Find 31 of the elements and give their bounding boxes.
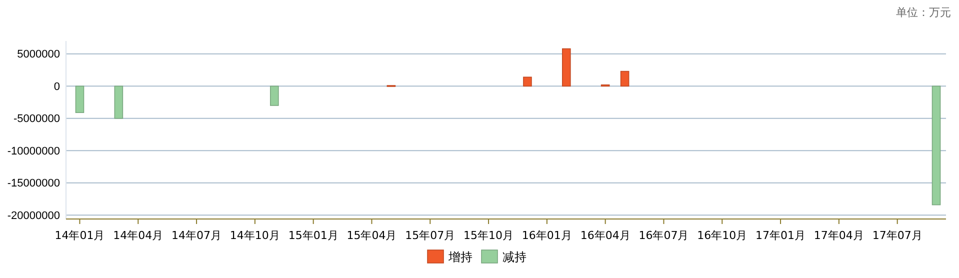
x-tick-label: 14年04月 [113, 229, 164, 242]
x-tick-label: 14年01月 [54, 229, 105, 242]
bar [523, 76, 532, 87]
bar [620, 70, 630, 87]
y-tick-label: 0 [54, 80, 60, 93]
x-tick-label: 17年04月 [814, 229, 864, 242]
x-tick-label: 15年01月 [288, 229, 338, 242]
y-tick-label: -15000000 [7, 178, 60, 190]
bar [114, 86, 124, 119]
x-tick-label: 16年07月 [638, 229, 689, 242]
x-tick-label: 17年07月 [872, 229, 922, 242]
y-tick-label: -20000000 [7, 210, 60, 222]
legend-label: 减持 [502, 250, 526, 264]
y-tick-label: 5000000 [17, 48, 60, 61]
y-tick-label: -5000000 [14, 113, 60, 126]
text: 单位：万元 [896, 6, 951, 19]
x-tick-label: 15年04月 [346, 229, 397, 242]
x-tick-label: 14年07月 [172, 229, 222, 242]
x-tick-label: 15年07月 [405, 229, 456, 242]
bar [562, 48, 571, 87]
bar [75, 86, 84, 113]
x-tick-label: 16年04月 [580, 229, 630, 242]
x-tick-label: 14年10月 [230, 229, 280, 242]
y-tick-label: -10000000 [7, 145, 60, 158]
bar [270, 86, 279, 106]
x-tick-label: 17年01月 [756, 229, 806, 242]
x-tick-label: 15年10月 [464, 229, 514, 242]
x-tick-label: 16年10月 [697, 229, 748, 242]
legend-label: 增持 [448, 250, 472, 264]
x-tick-label: 16年01月 [522, 229, 572, 242]
bar [932, 86, 941, 206]
